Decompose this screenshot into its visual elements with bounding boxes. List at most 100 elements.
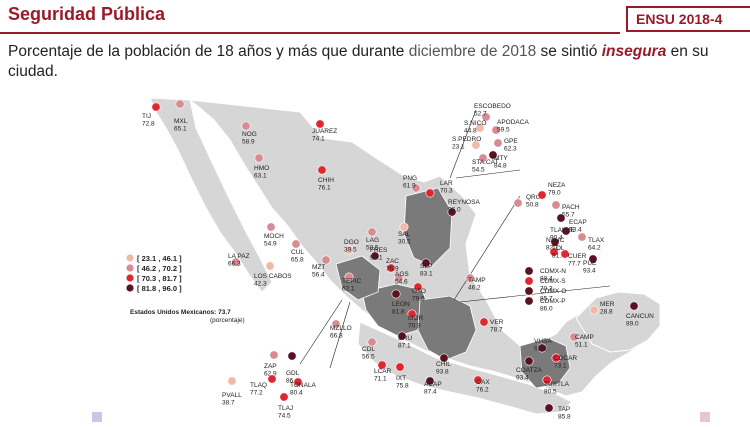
- city-name-slp: SLP: [420, 263, 432, 270]
- city-dot-ags: [394, 273, 404, 283]
- city-name-cdmx-p: CDMX-P: [540, 298, 566, 305]
- city-value-acap: 87.4: [424, 389, 437, 396]
- city-value-zac: 76.9: [386, 266, 399, 273]
- city-name-vhsa: VHSA: [534, 338, 552, 345]
- city-name-reynosa: REYNOSA: [448, 199, 480, 206]
- subtitle-part1: Porcentaje de la población de 18 años y …: [8, 43, 409, 60]
- header-divider: [0, 32, 620, 34]
- city-value-cdmx-n: 88.4: [540, 276, 553, 283]
- city-value-s-pedro: 23.1: [452, 144, 465, 151]
- city-dot-fres: [370, 251, 380, 261]
- city-dot-cdmx-p: [524, 296, 534, 306]
- city-dot-gdl: [287, 351, 297, 361]
- state-coahuila-area: [403, 187, 453, 267]
- city-name-tlaq: TLAQ: [250, 382, 267, 389]
- city-name-fres: FRES: [370, 247, 388, 254]
- city-dot-cdmx-o: [524, 286, 534, 296]
- legend-swatch-2: [126, 274, 134, 282]
- city-value-cancun: 89.0: [626, 321, 639, 328]
- city-dot-mxl: [175, 99, 185, 109]
- city-dot-cuer: [560, 249, 570, 259]
- city-value-cdl: 56.5: [362, 354, 375, 361]
- subtitle-emphasis: insegura: [601, 43, 667, 60]
- city-name-tlax: TLAX: [588, 237, 605, 244]
- city-dot-escobedo: [481, 112, 491, 122]
- city-value-cdmx-o: 85.7: [540, 296, 553, 303]
- city-value-la-paz: 66.3: [228, 261, 241, 268]
- city-name-pue: PUE: [583, 260, 597, 267]
- city-value-ags: 54.6: [395, 279, 408, 286]
- connector-monterrey: [449, 109, 477, 179]
- southern-region: [357, 321, 573, 415]
- city-name-moch: MOCH: [264, 233, 284, 240]
- city-dot-tlaq: [267, 374, 277, 384]
- city-value-cul: 65.8: [291, 257, 304, 264]
- city-value-tij: 72.8: [142, 121, 155, 128]
- city-value-zap: 62.9: [264, 371, 277, 378]
- city-name-los-cabos: LOS CABOS: [254, 273, 292, 280]
- city-dot-gto: [413, 282, 423, 292]
- connector-lines: [299, 109, 611, 369]
- city-name-sal: SAL: [398, 231, 411, 238]
- city-value-gdl: 86.8: [286, 378, 299, 385]
- city-value-ixt: 75.8: [396, 383, 409, 390]
- city-name-nauc: NAUC: [546, 237, 565, 244]
- city-dot-mty: [488, 150, 498, 160]
- city-name-uru: URU: [398, 335, 412, 342]
- page-header: Seguridad Pública ENSU 2018-4: [0, 0, 750, 36]
- city-dot-mor: [407, 309, 417, 319]
- city-dot-cdmx-s: [524, 276, 534, 286]
- city-name-lcar: LCAR: [374, 368, 392, 375]
- city-value-sal: 30.5: [398, 239, 411, 246]
- city-name-s-nico: S.NICO: [464, 120, 486, 127]
- city-value-moch: 54.9: [264, 241, 277, 248]
- city-dot-coatza: [524, 356, 534, 366]
- city-name-zac: ZAC: [386, 258, 399, 265]
- city-value-camp: 51.1: [575, 342, 588, 349]
- city-dot-mzllo: [331, 319, 341, 329]
- city-value-sta-cat: 54.5: [472, 167, 485, 174]
- state-michoacan-area: [417, 295, 477, 361]
- city-name-pvall: PVALL: [222, 392, 242, 399]
- city-value-neza: 79.0: [548, 190, 561, 197]
- city-dot-png: [411, 183, 421, 193]
- city-name-oax: OAX: [476, 379, 490, 386]
- city-value-mxl: 65.1: [174, 126, 187, 133]
- city-dot-cdl: [367, 337, 377, 347]
- city-value-lcar: 71.1: [374, 376, 387, 383]
- connector-cdmx: [453, 195, 521, 301]
- survey-badge: ENSU 2018-4: [626, 6, 750, 32]
- city-name-leon: LEON: [392, 301, 410, 308]
- city-name-png: PNG: [403, 175, 417, 182]
- city-value-chil: 93.8: [436, 369, 449, 376]
- city-name-cdmx-s: CDMX-S: [540, 278, 566, 285]
- city-dot-tuxtla: [542, 375, 552, 385]
- city-name-qro: QRO: [526, 194, 541, 201]
- city-value-pach: 55.7: [562, 212, 575, 219]
- city-dot-hmo: [254, 153, 264, 163]
- footer-square-right: [700, 412, 710, 422]
- city-name-acap: ACAP: [424, 381, 442, 388]
